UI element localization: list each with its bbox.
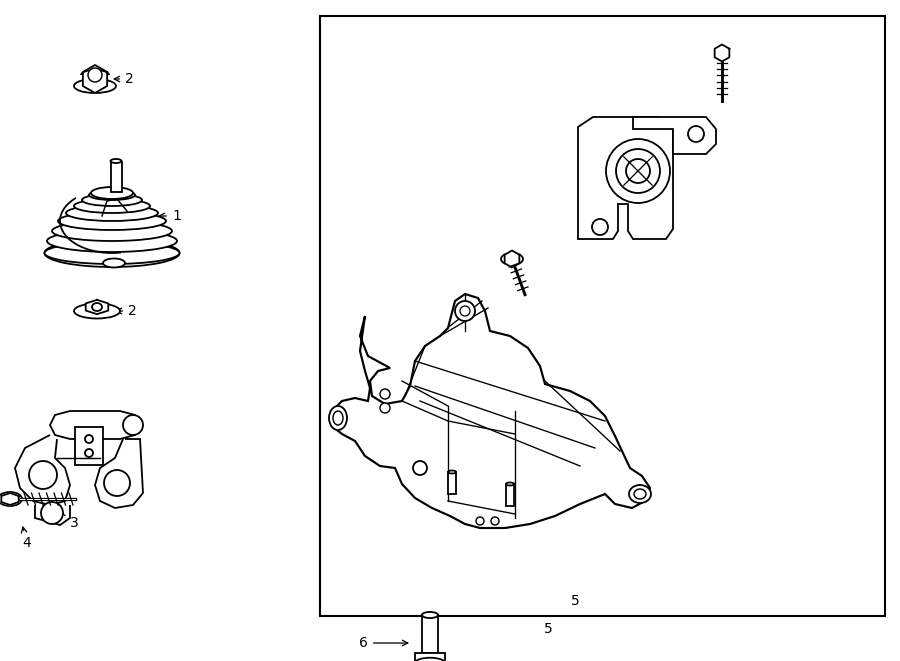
Polygon shape (15, 435, 70, 505)
Circle shape (476, 517, 484, 525)
Ellipse shape (89, 190, 135, 200)
Ellipse shape (44, 242, 179, 264)
Ellipse shape (0, 492, 22, 506)
Ellipse shape (82, 194, 142, 206)
Ellipse shape (44, 239, 179, 267)
Circle shape (380, 389, 390, 399)
Polygon shape (86, 300, 108, 314)
Ellipse shape (74, 79, 116, 93)
Circle shape (592, 219, 608, 235)
Bar (111, 162, 122, 192)
Circle shape (41, 502, 63, 524)
Circle shape (85, 435, 93, 443)
Polygon shape (83, 65, 107, 93)
Bar (75, 427, 103, 465)
Circle shape (688, 126, 704, 142)
Ellipse shape (74, 199, 150, 213)
Polygon shape (578, 117, 673, 239)
Text: 4: 4 (22, 527, 31, 550)
Circle shape (606, 139, 670, 203)
Bar (320, 16, 885, 616)
Ellipse shape (634, 489, 646, 499)
Ellipse shape (506, 483, 514, 485)
Polygon shape (95, 439, 143, 508)
Polygon shape (1, 493, 19, 505)
Circle shape (413, 461, 427, 475)
Text: 2: 2 (116, 304, 137, 318)
Circle shape (491, 517, 499, 525)
Circle shape (626, 159, 650, 183)
Bar (415, 653, 445, 661)
Circle shape (104, 470, 130, 496)
Text: 5: 5 (571, 594, 580, 608)
Circle shape (85, 449, 93, 457)
Ellipse shape (66, 205, 158, 221)
Bar (422, 615, 438, 653)
Text: 5: 5 (544, 622, 553, 636)
Ellipse shape (329, 406, 347, 430)
Polygon shape (50, 411, 140, 439)
Ellipse shape (47, 230, 177, 252)
Circle shape (88, 68, 102, 82)
Ellipse shape (422, 612, 438, 618)
Ellipse shape (448, 471, 456, 473)
Ellipse shape (103, 258, 125, 268)
Bar (448, 472, 456, 494)
Circle shape (455, 301, 475, 321)
Polygon shape (505, 251, 519, 268)
Ellipse shape (58, 212, 166, 230)
Ellipse shape (74, 303, 120, 319)
Circle shape (616, 149, 660, 193)
Text: 6: 6 (359, 636, 408, 650)
Circle shape (380, 403, 390, 413)
Ellipse shape (501, 253, 523, 265)
Ellipse shape (629, 485, 651, 503)
Ellipse shape (111, 159, 122, 163)
Bar (506, 484, 514, 506)
Text: 3: 3 (57, 508, 79, 530)
Circle shape (29, 461, 57, 489)
Ellipse shape (415, 658, 445, 661)
Ellipse shape (91, 187, 133, 199)
Circle shape (460, 306, 470, 316)
Ellipse shape (52, 221, 172, 241)
Ellipse shape (333, 411, 343, 425)
Ellipse shape (92, 303, 102, 311)
Polygon shape (35, 505, 70, 525)
Polygon shape (633, 117, 716, 154)
Polygon shape (332, 294, 650, 528)
Text: 2: 2 (114, 72, 134, 86)
Polygon shape (715, 44, 729, 61)
Circle shape (123, 415, 143, 435)
Text: 1: 1 (159, 209, 181, 223)
